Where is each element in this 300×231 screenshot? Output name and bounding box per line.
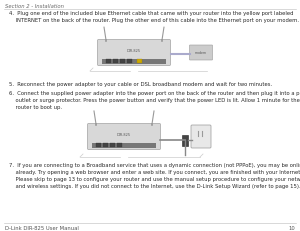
Text: 4.  Plug one end of the included blue Ethernet cable that came with your router : 4. Plug one end of the included blue Eth… [9, 11, 299, 23]
Text: DIR-825: DIR-825 [127, 49, 141, 53]
Text: 7.  If you are connecting to a Broadband service that uses a dynamic connection : 7. If you are connecting to a Broadband … [9, 162, 300, 188]
Text: Section 2 - Installation: Section 2 - Installation [5, 4, 64, 9]
Bar [117, 143, 122, 147]
FancyBboxPatch shape [191, 125, 211, 148]
Bar [102, 60, 166, 65]
FancyBboxPatch shape [88, 124, 160, 150]
Bar [92, 143, 156, 148]
Bar [137, 60, 142, 64]
Bar [103, 143, 108, 147]
Bar [120, 60, 125, 64]
FancyBboxPatch shape [98, 40, 170, 66]
FancyBboxPatch shape [190, 46, 212, 61]
Text: D-Link DIR-825 User Manual: D-Link DIR-825 User Manual [5, 225, 79, 230]
Text: 6.  Connect the supplied power adapter into the power port on the back of the ro: 6. Connect the supplied power adapter in… [9, 91, 300, 109]
Text: DIR-825: DIR-825 [117, 133, 131, 137]
Bar [106, 60, 111, 64]
Bar [113, 60, 118, 64]
Bar [96, 143, 101, 147]
Bar [127, 60, 132, 64]
Text: modem: modem [195, 51, 207, 55]
Text: 5.  Reconnect the power adapter to your cable or DSL broadband modem and wait fo: 5. Reconnect the power adapter to your c… [9, 82, 272, 87]
Text: 10: 10 [288, 225, 295, 230]
Bar [182, 135, 188, 146]
Bar [110, 143, 115, 147]
